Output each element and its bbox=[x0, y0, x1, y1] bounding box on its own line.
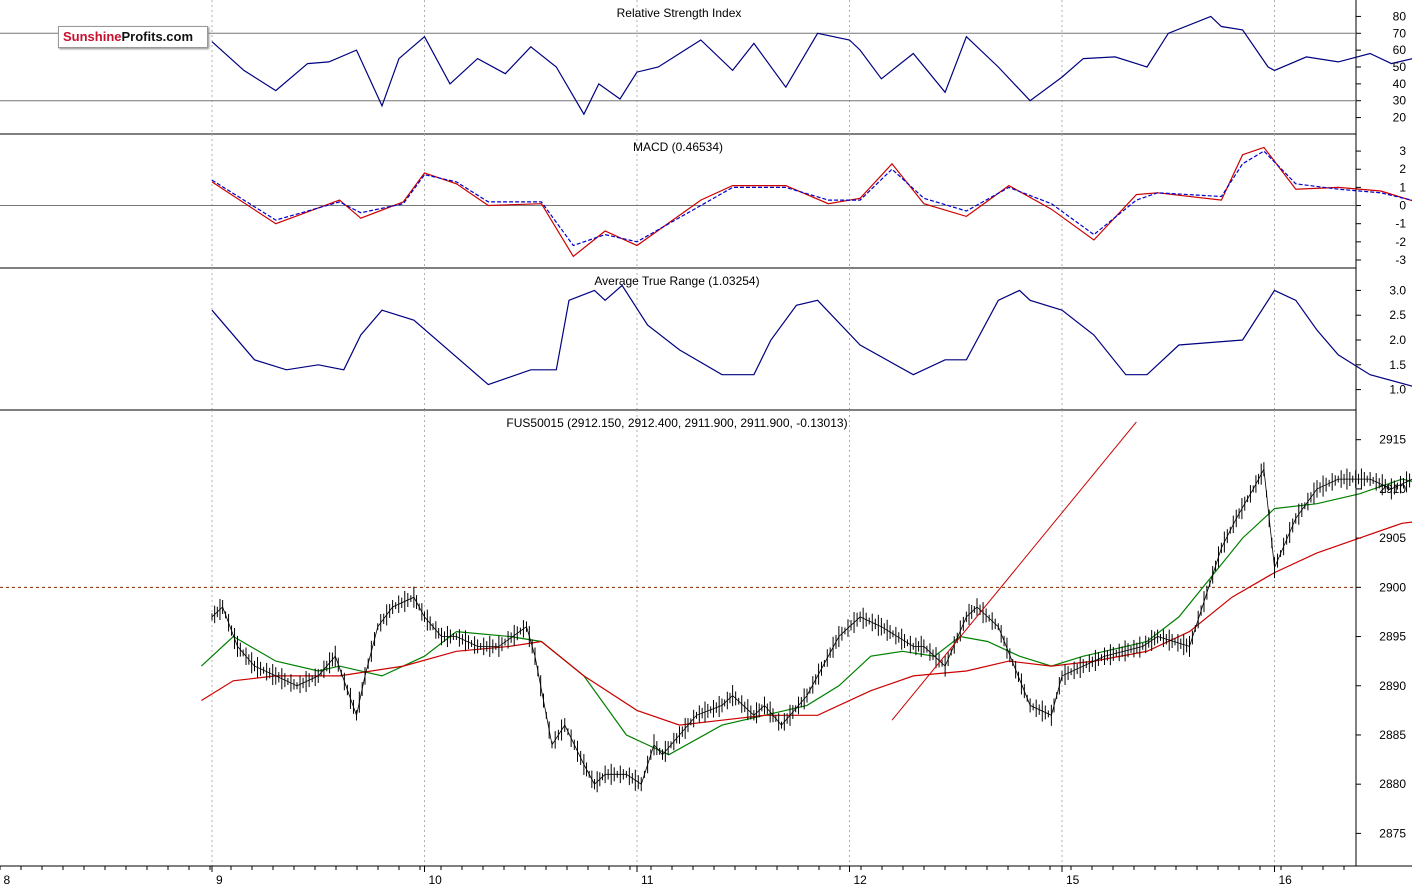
y-tick-label: 70 bbox=[1393, 26, 1407, 40]
y-tick-label: 60 bbox=[1393, 43, 1407, 57]
slow-moving-average bbox=[201, 521, 1412, 726]
y-tick-label: 3 bbox=[1399, 144, 1406, 158]
x-tick-label: 10 bbox=[429, 873, 443, 887]
panel-4 bbox=[0, 410, 1412, 872]
y-tick-label: 1 bbox=[1399, 180, 1406, 194]
sunshine-profits-logo: SunshineProfits.com bbox=[58, 26, 208, 48]
y-tick-label: 2895 bbox=[1379, 630, 1406, 644]
y-tick-label: 2900 bbox=[1379, 580, 1406, 594]
y-tick-label: 2910 bbox=[1379, 482, 1406, 496]
signal-line bbox=[211, 150, 1412, 247]
y-tick-label: 50 bbox=[1393, 60, 1407, 74]
y-tick-label: -1 bbox=[1395, 217, 1406, 231]
price-line bbox=[211, 467, 1412, 785]
panel-title: MACD (0.46534) bbox=[633, 140, 723, 154]
y-tick-label: -3 bbox=[1395, 253, 1406, 267]
y-tick-label: 0 bbox=[1399, 199, 1406, 213]
series-line bbox=[211, 284, 1412, 387]
y-tick-label: -2 bbox=[1395, 235, 1406, 249]
panel-1 bbox=[0, 0, 1412, 135]
panel-3 bbox=[0, 268, 1412, 411]
trendline bbox=[891, 421, 1137, 721]
x-tick-label: 11 bbox=[641, 873, 654, 887]
y-tick-label: 40 bbox=[1393, 77, 1407, 91]
y-tick-label: 2.5 bbox=[1389, 308, 1406, 322]
macd-line bbox=[211, 146, 1412, 258]
logo-part-1: Sunshine bbox=[63, 29, 122, 44]
panel-title: Relative Strength Index bbox=[617, 6, 742, 20]
y-tick-label: 2915 bbox=[1379, 433, 1406, 447]
y-tick-label: 2905 bbox=[1379, 531, 1406, 545]
x-tick-label: 15 bbox=[1066, 873, 1080, 887]
y-tick-label: 30 bbox=[1393, 94, 1407, 108]
y-tick-label: 2875 bbox=[1379, 826, 1406, 840]
y-tick-label: 2890 bbox=[1379, 679, 1406, 693]
y-tick-label: 80 bbox=[1393, 9, 1407, 23]
series-line bbox=[211, 15, 1412, 116]
logo-part-2: Profits.com bbox=[121, 29, 194, 44]
y-tick-label: 3.0 bbox=[1389, 283, 1406, 297]
x-tick-label: 16 bbox=[1279, 873, 1293, 887]
y-tick-label: 2.0 bbox=[1389, 333, 1406, 347]
fast-moving-average bbox=[200, 478, 1412, 756]
x-tick-label: 9 bbox=[216, 873, 223, 887]
y-tick-label: 1.0 bbox=[1389, 383, 1406, 397]
y-tick-label: 1.5 bbox=[1389, 358, 1406, 372]
panel-title: FUS50015 (2912.150, 2912.400, 2911.900, … bbox=[506, 416, 847, 430]
panel-title: Average True Range (1.03254) bbox=[594, 274, 759, 288]
y-tick-label: 20 bbox=[1393, 111, 1407, 125]
panel-2 bbox=[0, 134, 1412, 269]
y-tick-label: 2885 bbox=[1379, 728, 1406, 742]
y-tick-label: 2 bbox=[1399, 162, 1406, 176]
x-tick-label: 12 bbox=[854, 873, 868, 887]
x-tick-label: 8 bbox=[4, 873, 11, 887]
y-tick-label: 2880 bbox=[1379, 777, 1406, 791]
